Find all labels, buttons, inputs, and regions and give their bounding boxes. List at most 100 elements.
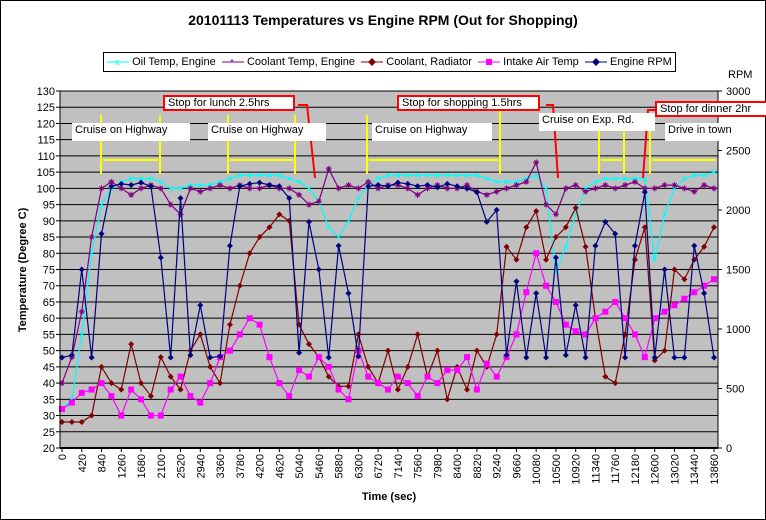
data-point bbox=[167, 386, 174, 393]
data-point bbox=[473, 386, 480, 393]
data-point bbox=[493, 188, 500, 195]
legend-label: Engine RPM bbox=[610, 56, 672, 68]
data-point bbox=[493, 331, 500, 338]
data-point bbox=[523, 289, 530, 296]
y-tick-label: 130 bbox=[37, 86, 55, 98]
legend-swatch-intake-air bbox=[478, 59, 501, 65]
data-point bbox=[197, 188, 204, 195]
data-point bbox=[286, 195, 293, 202]
data-point bbox=[444, 185, 451, 192]
x-tick-label: 13440 bbox=[689, 454, 701, 485]
data-point bbox=[711, 354, 717, 361]
data-point bbox=[533, 250, 540, 257]
data-point bbox=[356, 195, 361, 201]
data-point bbox=[464, 185, 471, 192]
data-point bbox=[552, 254, 559, 261]
data-point bbox=[435, 173, 440, 178]
data-point bbox=[483, 360, 490, 367]
data-point bbox=[266, 182, 273, 189]
y-axis-label: Temperature (Degree C) bbox=[17, 207, 29, 332]
x-tick-label: 9660 bbox=[511, 454, 523, 478]
legend-item-oil-temp: x Oil Temp, Engine bbox=[107, 56, 216, 68]
data-point bbox=[701, 243, 708, 250]
data-point bbox=[325, 363, 332, 370]
data-point bbox=[454, 367, 461, 374]
data-point bbox=[157, 185, 164, 192]
data-point bbox=[227, 176, 233, 181]
stop-marker-shopping bbox=[546, 104, 559, 179]
data-point bbox=[484, 176, 490, 181]
data-point bbox=[592, 185, 599, 192]
data-point bbox=[128, 176, 134, 181]
annotation-cruise-highway-1: Cruise on Highway bbox=[72, 123, 190, 141]
data-point bbox=[444, 367, 451, 374]
data-point bbox=[562, 224, 569, 231]
data-point bbox=[641, 185, 648, 192]
data-point bbox=[296, 179, 302, 185]
data-point bbox=[237, 173, 243, 178]
data-point bbox=[246, 315, 253, 322]
data-point bbox=[404, 185, 411, 192]
data-point bbox=[691, 242, 698, 249]
x-tick-label: 11340 bbox=[590, 454, 602, 484]
data-point bbox=[622, 176, 628, 181]
data-point bbox=[562, 185, 569, 192]
data-point bbox=[483, 218, 490, 225]
data-point bbox=[543, 282, 550, 289]
data-point bbox=[178, 186, 183, 191]
x-tick-label: 8820 bbox=[472, 454, 484, 478]
data-point bbox=[543, 186, 549, 191]
data-point bbox=[622, 354, 629, 361]
y2-tick-label: 1500 bbox=[726, 265, 750, 277]
axes: 20 25 30 35 40 45 50 55 60 65 70 75 80 85 90 95 100 105 11… bbox=[37, 86, 751, 485]
x-tick-label: 2100 bbox=[156, 454, 168, 478]
data-point bbox=[167, 201, 174, 208]
data-point bbox=[572, 328, 579, 335]
data-point bbox=[424, 185, 431, 192]
y2-tick-label: 2500 bbox=[726, 146, 750, 158]
data-point bbox=[305, 373, 312, 380]
data-point bbox=[315, 266, 322, 273]
x-tick-label: 4620 bbox=[274, 454, 286, 478]
data-point bbox=[631, 178, 638, 185]
data-point bbox=[138, 176, 144, 181]
data-point bbox=[345, 396, 352, 403]
data-point bbox=[385, 183, 391, 190]
data-point bbox=[207, 354, 214, 361]
annotation-cruise-exp-rd: Cruise on Exp. Rd. bbox=[539, 113, 655, 131]
x-tick-label: 11760 bbox=[610, 454, 622, 484]
data-point bbox=[365, 178, 372, 185]
data-point bbox=[523, 178, 530, 185]
data-point bbox=[157, 354, 164, 361]
data-point bbox=[375, 176, 381, 181]
data-point bbox=[681, 185, 688, 192]
data-point bbox=[434, 347, 441, 354]
data-point bbox=[276, 211, 283, 218]
x-tick-label: 5040 bbox=[294, 454, 306, 478]
legend-swatch-oil-temp: x bbox=[107, 57, 130, 67]
data-point bbox=[207, 363, 214, 370]
data-point bbox=[276, 173, 282, 178]
data-point bbox=[503, 352, 510, 359]
data-point bbox=[345, 182, 352, 189]
y-tick-label: 85 bbox=[43, 232, 55, 244]
data-point bbox=[711, 224, 717, 231]
x-tick-label: 10500 bbox=[551, 454, 563, 485]
data-point bbox=[552, 298, 559, 305]
data-point bbox=[147, 412, 154, 419]
data-point bbox=[98, 363, 105, 370]
data-point bbox=[207, 185, 214, 192]
data-point bbox=[631, 331, 638, 338]
y2-axis-label: RPM bbox=[728, 69, 752, 81]
x-tick-label: 9240 bbox=[492, 454, 504, 478]
legend: x Oil Temp, Engine * Coolant Temp, Engin… bbox=[103, 52, 676, 72]
data-point bbox=[246, 250, 253, 257]
data-point bbox=[345, 383, 352, 390]
data-point bbox=[593, 179, 598, 185]
data-point bbox=[305, 201, 312, 208]
data-point bbox=[543, 201, 550, 208]
data-point bbox=[513, 278, 520, 285]
data-point bbox=[483, 191, 490, 198]
data-point bbox=[612, 176, 618, 181]
series-oil-temp-engine bbox=[59, 169, 717, 412]
